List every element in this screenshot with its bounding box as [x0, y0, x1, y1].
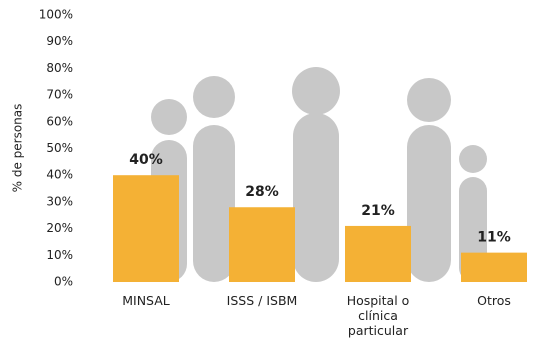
x-tick-label: Hospital o clínica particular	[346, 293, 410, 338]
y-tick-label: 70%	[46, 88, 73, 102]
bar	[461, 252, 527, 282]
y-tick-label: 90%	[46, 34, 73, 48]
y-tick-label: 80%	[46, 61, 73, 75]
x-tick-label: Otros	[477, 293, 511, 308]
y-tick-label: 40%	[46, 168, 73, 182]
bar	[229, 207, 295, 282]
y-tick-label: 20%	[46, 221, 73, 235]
y-tick-label: 10%	[46, 248, 73, 262]
value-label: 28%	[245, 184, 279, 200]
bar	[345, 225, 411, 282]
x-tick-label: MINSAL	[122, 293, 170, 308]
x-tick-label: ISSS / ISBM	[226, 293, 298, 308]
y-axis-label: % de personas	[11, 104, 25, 193]
decoration	[151, 67, 487, 282]
y-tick-label: 0%	[54, 275, 73, 289]
y-tick-label: 60%	[46, 114, 73, 128]
y-tick-label: 100%	[39, 8, 73, 22]
value-label: 11%	[477, 230, 511, 246]
value-label: 21%	[361, 203, 395, 219]
y-tick-label: 30%	[46, 194, 73, 208]
value-label: 40%	[129, 152, 163, 168]
y-tick-label: 50%	[46, 141, 73, 155]
bar	[113, 175, 179, 282]
